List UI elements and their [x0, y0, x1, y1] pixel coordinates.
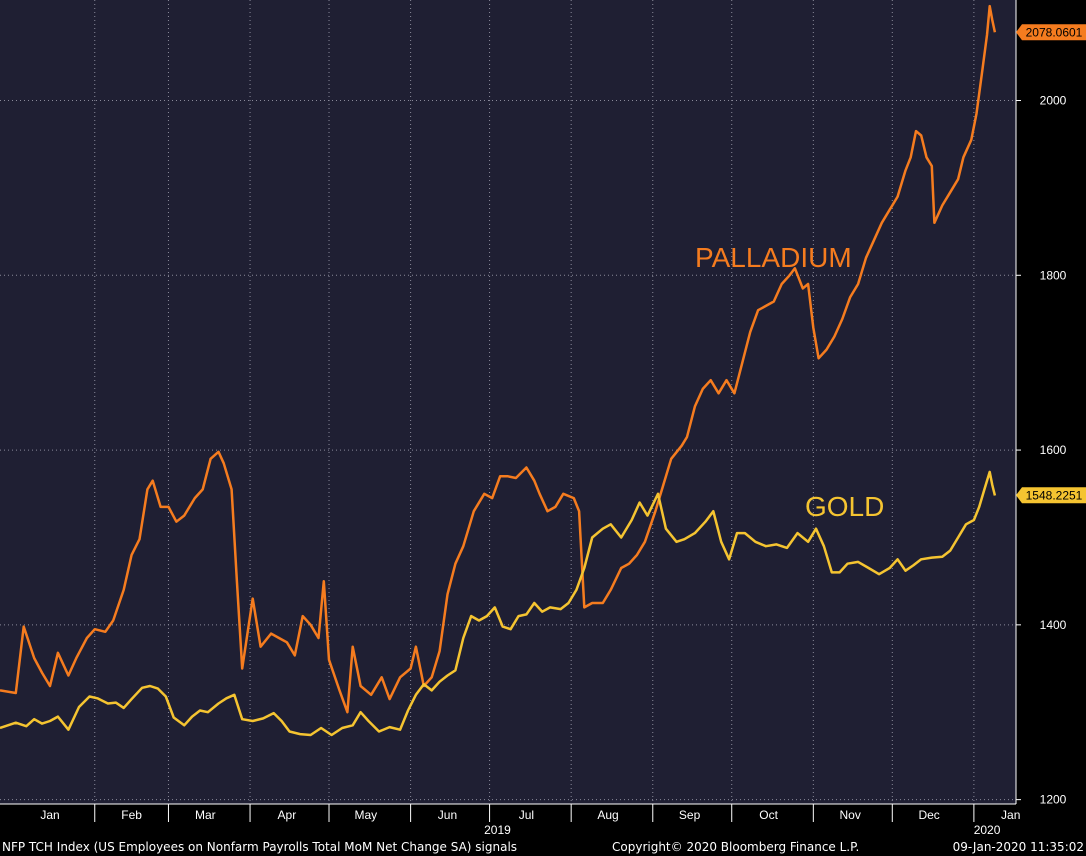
x-tick-label: Oct	[759, 808, 778, 822]
x-tick-label: Feb	[121, 808, 142, 822]
y-tick-label: 2000	[1040, 94, 1067, 108]
series-lines	[0, 4, 997, 737]
y-axis: 1200 1400 1600 1800 2000	[1015, 0, 1067, 807]
y-tick-label: 1600	[1040, 443, 1067, 457]
series-label-palladium: PALLADIUM	[695, 242, 852, 273]
last-value-label-gold: 1548.2251	[1026, 488, 1083, 502]
x-tick-label: May	[355, 808, 378, 822]
series-line-palladium	[0, 4, 997, 714]
x-tick-label: Dec	[918, 808, 939, 822]
series-line-gold	[0, 470, 997, 737]
footer-timestamp: 09-Jan-2020 11:35:02	[953, 840, 1084, 854]
last-value-box-palladium	[1016, 24, 1086, 41]
x-year-label: 2019	[484, 823, 511, 837]
last-value-box-gold	[1016, 487, 1086, 504]
y-tick-label: 1800	[1040, 268, 1067, 282]
x-year-label: 2020	[974, 823, 1001, 837]
x-tick-label: Mar	[195, 808, 216, 822]
grid-lines	[0, 0, 1016, 804]
x-tick-label: Jan	[1001, 808, 1020, 822]
footer-copyright: Copyright© 2020 Bloomberg Finance L.P.	[612, 840, 859, 854]
last-value-label-palladium: 2078.0601	[1026, 25, 1083, 39]
x-tick-label: Jan	[40, 808, 59, 822]
plot-background	[0, 0, 1016, 804]
x-tick-label: Jul	[519, 808, 534, 822]
x-tick-label: Aug	[597, 808, 618, 822]
x-tick-label: Nov	[840, 808, 861, 822]
y-tick-label: 1200	[1040, 793, 1067, 807]
last-value-markers: 2078.0601 1548.2251	[1016, 24, 1086, 504]
x-axis: Jan Feb Mar Apr May Jun Jul Aug Sep Oct Nov Dec Jan2…	[0, 803, 1020, 837]
x-tick-label: Jun	[438, 808, 457, 822]
footer-source: NFP TCH Index (US Employees on Nonfarm P…	[2, 840, 517, 854]
y-tick-label: 1400	[1040, 618, 1067, 632]
x-tick-label: Apr	[278, 808, 297, 822]
series-label-gold: GOLD	[805, 491, 884, 522]
x-tick-label: Sep	[679, 808, 701, 822]
